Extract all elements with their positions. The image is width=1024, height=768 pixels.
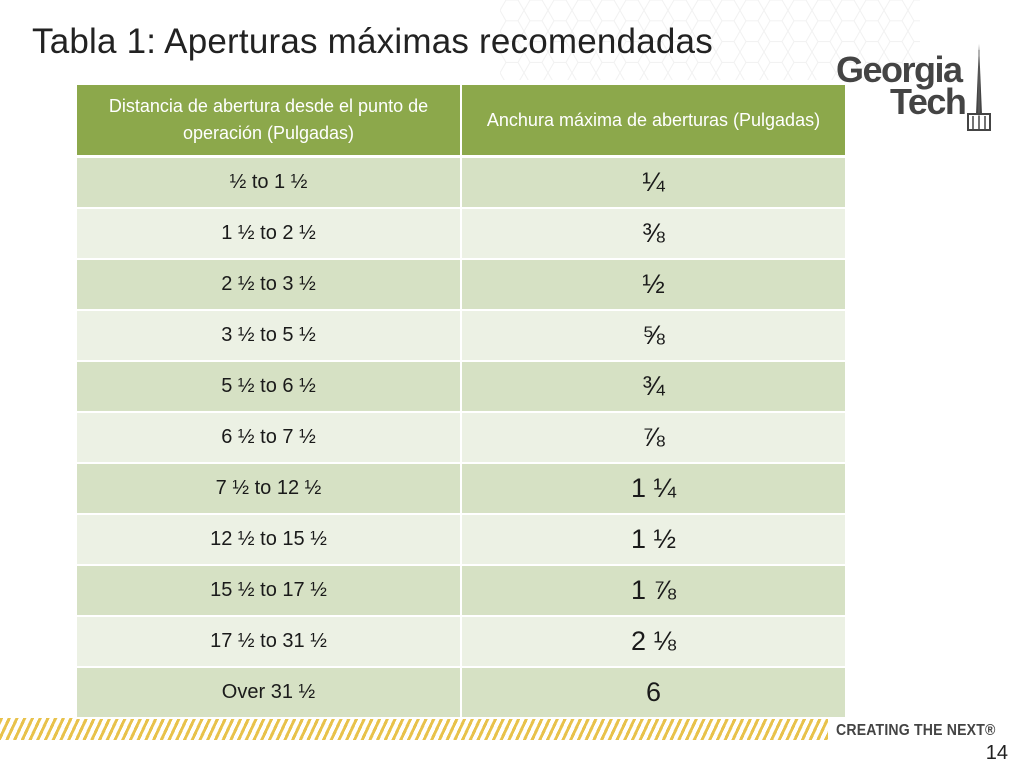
distance-cell: 7 ½ to 12 ½ [77,463,462,515]
max-width-cell: ½ [461,259,845,311]
max-width-cell: 2 ⅛ [461,616,845,668]
max-width-cell: ⅜ [461,208,845,260]
table-row: ½ to 1 ½ ¼ [77,156,845,209]
table-row: 7 ½ to 12 ½ 1 ¼ [77,463,845,515]
table-row: 15 ½ to 17 ½ 1 ⅞ [77,565,845,617]
column-header-max-width: Anchura máxima de aberturas (Pulgadas) [461,85,845,158]
georgia-tech-logo: Georgia Tech [834,44,1004,134]
table-row: 5 ½ to 6 ½ ¾ [77,361,845,413]
distance-cell: ½ to 1 ½ [77,156,462,209]
distance-cell: 17 ½ to 31 ½ [77,616,462,668]
table-row: 17 ½ to 31 ½ 2 ⅛ [77,616,845,668]
apertures-table: Distancia de abertura desde el punto de … [77,85,845,719]
logo-word-georgia: Georgia [836,49,963,90]
distance-cell: 1 ½ to 2 ½ [77,208,462,260]
table-row: Over 31 ½ 6 [77,667,845,719]
max-width-cell: ¾ [461,361,845,413]
distance-cell: Over 31 ½ [77,667,462,719]
logo-word-tech: Tech [890,81,967,122]
max-width-cell: 1 ⅞ [461,565,845,617]
distance-cell: 3 ½ to 5 ½ [77,310,462,362]
distance-cell: 2 ½ to 3 ½ [77,259,462,311]
max-width-cell: 1 ½ [461,514,845,566]
tech-tower-icon [967,44,991,131]
max-width-cell: 6 [461,667,845,719]
column-header-distance: Distancia de abertura desde el punto de … [77,85,462,158]
table-row: 1 ½ to 2 ½ ⅜ [77,208,845,260]
hexagon-pattern-decoration [500,0,920,80]
distance-cell: 15 ½ to 17 ½ [77,565,462,617]
max-width-cell: 1 ¼ [461,463,845,515]
max-width-cell: ⅝ [461,310,845,362]
table-row: 2 ½ to 3 ½ ½ [77,259,845,311]
table-row: 6 ½ to 7 ½ ⅞ [77,412,845,464]
distance-cell: 6 ½ to 7 ½ [77,412,462,464]
footer-tagline: CREATING THE NEXT® [836,722,996,739]
table-header-row: Distancia de abertura desde el punto de … [77,85,845,158]
table-row: 3 ½ to 5 ½ ⅝ [77,310,845,362]
page-number: 14 [985,742,1008,764]
distance-cell: 5 ½ to 6 ½ [77,361,462,413]
gold-stripe-decoration [0,718,828,740]
max-width-cell: ¼ [461,156,845,209]
table-row: 12 ½ to 15 ½ 1 ½ [77,514,845,566]
max-width-cell: ⅞ [461,412,845,464]
slide-title: Tabla 1: Aperturas máximas recomendadas [32,22,713,61]
distance-cell: 12 ½ to 15 ½ [77,514,462,566]
